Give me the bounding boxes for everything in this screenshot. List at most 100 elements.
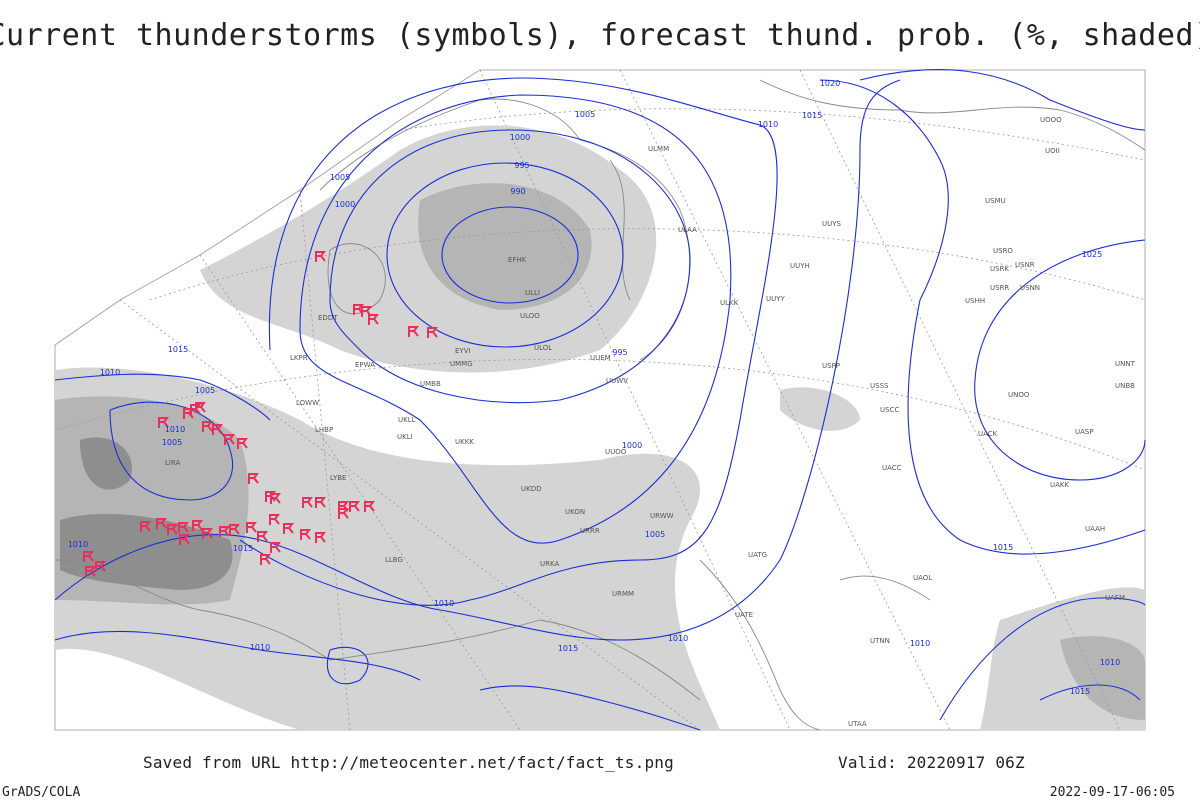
station-label: UNOO [1008,391,1030,399]
isobar-label: 1015 [558,644,578,653]
coastlines [54,79,1146,731]
station-label: UUEM [590,354,611,362]
isobar-label: 995 [612,348,627,357]
station-label: USHH [965,297,985,305]
thunderstorm-symbol [183,408,194,419]
station-label: UUYY [766,295,786,303]
isobar-label: 1010 [1100,658,1120,667]
station-label: UACK [978,430,998,438]
station-label: UOII [1045,147,1060,155]
thunderstorm-symbol [212,424,223,435]
station-label: LOWW [296,399,319,407]
thunderstorm-symbol [257,531,268,542]
station-label: UUYS [822,220,842,228]
station-label: UAKK [1050,481,1070,489]
station-label: EDDT [318,314,338,322]
thunderstorm-symbol [315,532,326,543]
station-label: ULMM [648,145,669,153]
station-label: URMM [612,590,634,598]
isobar-label: 1010 [250,643,270,652]
isobar-label: 1015 [1070,687,1090,696]
station-label: UAOL [913,574,932,582]
thunderstorm-symbol [270,542,281,553]
station-label: UKON [565,508,585,516]
isobar-label: 1000 [510,133,530,142]
station-label: LIRA [165,459,181,467]
thunderstorm-symbol [140,521,151,532]
thunderstorm-symbol [270,493,281,504]
isobar-label: 1000 [335,200,355,209]
station-label: USRR [990,284,1009,292]
station-label: LLBG [385,556,403,564]
thunderstorm-symbol [338,508,349,519]
thunderstorm-symbol [224,434,235,445]
thunderstorm-symbol [237,438,248,449]
thunderstorm-symbol [95,561,106,572]
station-label: USRK [990,265,1009,273]
station-label: EPWA [355,361,375,369]
thunderstorm-symbol [361,306,372,317]
isobar-label: 1005 [645,530,665,539]
isobar-label: 1010 [434,599,454,608]
station-label: URWW [650,512,674,520]
station-label: UUOO [605,448,627,456]
station-label: USNN [1020,284,1040,292]
station-label: LKPR [290,354,308,362]
isobar-label: 1015 [993,543,1013,552]
isobar-label: 1010 [68,540,88,549]
isobar-label: 1010 [758,120,778,129]
station-label: UAAH [1085,525,1105,533]
station-label: LYBE [330,474,346,482]
title: Current thunderstorms (symbols), forecas… [0,18,1200,53]
isobar-label: 1005 [575,110,595,119]
thunderstorm-symbol [353,304,364,315]
station-label: EFHK [508,256,527,264]
thunderstorm-symbol [229,524,240,535]
isobar-labels: 1020 1015 1010 1005 1000 995 990 1005 1000 1025 10… [68,79,1120,696]
isobar-label: 1015 [233,544,253,553]
isobar-label: 1010 [100,368,120,377]
thunderstorm-symbol [302,497,313,508]
thunderstorm-symbol [83,551,94,562]
isobar-label: 1020 [820,79,840,88]
isobar-label: 1025 [1082,250,1102,259]
station-label: UATE [735,611,753,619]
station-label: UMBB [420,380,441,388]
thunderstorm-symbol [158,417,169,428]
thunderstorm-symbol [246,522,257,533]
station-label: UKKK [455,438,474,446]
isobar-label: 1015 [802,111,822,120]
station-label: UAFM [1105,594,1125,602]
station-label: ULAA [678,226,697,234]
station-label: USCC [880,406,899,414]
station-labels: UOOO UOII USMU USRO USRK USNR USRR USNN USHH ULMM… [165,116,1136,728]
station-label: USPP [822,362,840,370]
thunderstorm-symbol [85,566,96,577]
isobar-label: 1010 [910,639,930,648]
graticule [54,69,1146,731]
timestamp: 2022-09-17-06:05 [1050,785,1175,800]
station-label: ULOL [534,344,552,352]
thunderstorm-symbol [248,473,259,484]
station-label: UASP [1075,428,1094,436]
station-label: ULKK [720,299,739,307]
station-label: UKDD [521,485,542,493]
isobar-label: 1015 [168,345,188,354]
thunderstorm-symbol [300,529,311,540]
thunderstorm-symbols [83,251,438,577]
station-label: UNBB [1115,382,1135,390]
valid-time: Valid: 20220917 06Z [838,753,1025,772]
station-label: UOOO [1040,116,1062,124]
isobar-label: 1010 [668,634,688,643]
station-label: UATG [748,551,767,559]
thunderstorm-symbol [202,528,213,539]
thunderstorm-symbol [195,402,206,413]
station-label: UNNT [1115,360,1136,368]
thunderstorm-symbol [219,526,230,537]
thunderstorm-symbol [427,327,438,338]
station-label: UKLL [398,416,416,424]
thunderstorm-symbol [178,522,189,533]
thunderstorm-symbol [167,524,178,535]
